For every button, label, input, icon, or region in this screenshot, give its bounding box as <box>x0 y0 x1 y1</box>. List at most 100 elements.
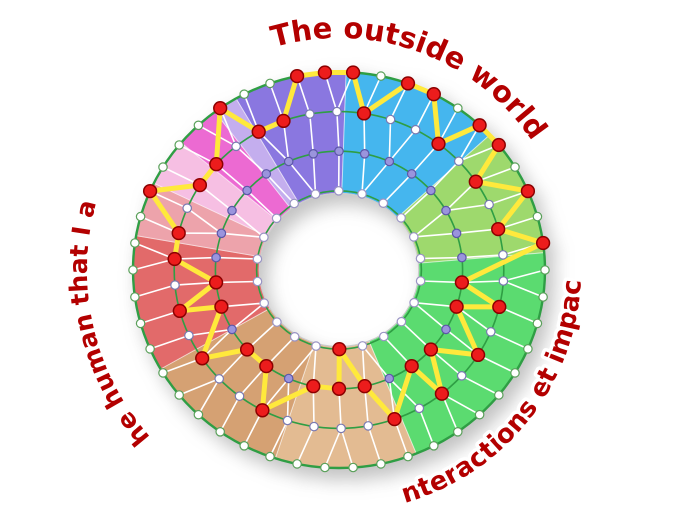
node[interactable] <box>282 415 293 426</box>
node[interactable] <box>214 373 224 384</box>
red-node[interactable] <box>214 299 229 314</box>
node[interactable] <box>532 318 543 329</box>
node[interactable] <box>193 409 204 420</box>
red-node[interactable] <box>172 303 187 319</box>
red-node[interactable] <box>195 351 210 366</box>
node[interactable] <box>452 426 463 437</box>
red-node[interactable] <box>317 65 333 80</box>
node[interactable] <box>452 103 463 113</box>
node[interactable] <box>357 341 368 351</box>
node[interactable] <box>498 250 508 260</box>
node[interactable] <box>193 120 204 131</box>
node[interactable] <box>538 292 548 302</box>
node[interactable] <box>385 114 396 125</box>
red-node[interactable] <box>468 174 483 189</box>
red-node[interactable] <box>213 101 228 116</box>
node[interactable] <box>261 169 272 179</box>
node[interactable] <box>384 373 395 384</box>
node[interactable] <box>523 344 533 354</box>
red-node[interactable] <box>345 65 361 80</box>
red-node[interactable] <box>306 379 321 394</box>
node[interactable] <box>211 252 221 263</box>
node[interactable] <box>456 370 467 381</box>
node[interactable] <box>283 156 294 167</box>
node[interactable] <box>484 199 494 210</box>
red-node[interactable] <box>387 411 402 427</box>
red-node[interactable] <box>331 381 347 396</box>
node[interactable] <box>170 280 180 290</box>
red-node[interactable] <box>209 157 224 172</box>
node[interactable] <box>252 254 263 264</box>
red-node[interactable] <box>423 342 439 357</box>
node[interactable] <box>309 421 319 432</box>
node[interactable] <box>457 252 467 263</box>
node[interactable] <box>378 198 389 208</box>
node[interactable] <box>396 213 406 223</box>
node[interactable] <box>406 169 417 179</box>
node[interactable] <box>242 185 252 196</box>
node[interactable] <box>184 330 194 341</box>
red-node[interactable] <box>449 299 464 314</box>
red-node[interactable] <box>357 379 372 394</box>
node[interactable] <box>227 324 237 335</box>
red-node[interactable] <box>454 275 470 290</box>
red-node[interactable] <box>289 68 305 84</box>
node[interactable] <box>498 276 509 286</box>
node[interactable] <box>415 253 426 264</box>
red-node[interactable] <box>171 225 186 241</box>
node[interactable] <box>292 459 302 469</box>
node[interactable] <box>359 149 370 159</box>
node[interactable] <box>252 276 263 287</box>
node[interactable] <box>272 317 282 327</box>
node[interactable] <box>145 344 155 354</box>
red-node[interactable] <box>431 136 446 151</box>
node[interactable] <box>310 189 321 199</box>
node[interactable] <box>231 141 241 152</box>
node[interactable] <box>363 421 373 431</box>
node[interactable] <box>376 459 386 469</box>
node[interactable] <box>234 391 245 401</box>
node[interactable] <box>474 409 485 420</box>
node[interactable] <box>265 451 275 462</box>
node[interactable] <box>130 292 140 302</box>
node[interactable] <box>426 185 436 196</box>
red-node[interactable] <box>142 183 158 199</box>
node[interactable] <box>409 297 419 308</box>
node[interactable] <box>428 440 439 451</box>
red-node[interactable] <box>404 358 419 374</box>
red-node[interactable] <box>470 347 486 363</box>
node[interactable] <box>158 368 168 378</box>
node[interactable] <box>357 189 367 199</box>
node[interactable] <box>271 213 282 224</box>
node[interactable] <box>304 109 315 119</box>
node[interactable] <box>283 373 294 384</box>
red-node[interactable] <box>251 124 266 139</box>
node[interactable] <box>215 426 225 437</box>
node[interactable] <box>259 232 269 243</box>
node[interactable] <box>128 265 138 275</box>
node[interactable] <box>414 403 425 414</box>
red-node[interactable] <box>426 87 441 102</box>
node[interactable] <box>158 162 168 172</box>
red-node[interactable] <box>400 76 416 91</box>
node[interactable] <box>332 106 342 117</box>
node[interactable] <box>540 265 550 275</box>
node[interactable] <box>410 124 421 135</box>
node[interactable] <box>384 156 395 167</box>
red-node[interactable] <box>192 177 208 193</box>
red-node[interactable] <box>356 106 372 121</box>
node[interactable] <box>135 318 146 329</box>
node[interactable] <box>308 149 319 159</box>
red-node[interactable] <box>491 221 506 237</box>
node[interactable] <box>378 331 389 342</box>
node[interactable] <box>216 228 227 239</box>
node[interactable] <box>265 78 275 89</box>
node[interactable] <box>182 203 192 213</box>
red-node[interactable] <box>276 113 291 129</box>
node[interactable] <box>227 205 237 216</box>
node[interactable] <box>485 326 496 337</box>
node[interactable] <box>403 451 413 462</box>
node[interactable] <box>510 162 520 172</box>
node[interactable] <box>174 140 184 150</box>
red-node[interactable] <box>434 386 450 401</box>
